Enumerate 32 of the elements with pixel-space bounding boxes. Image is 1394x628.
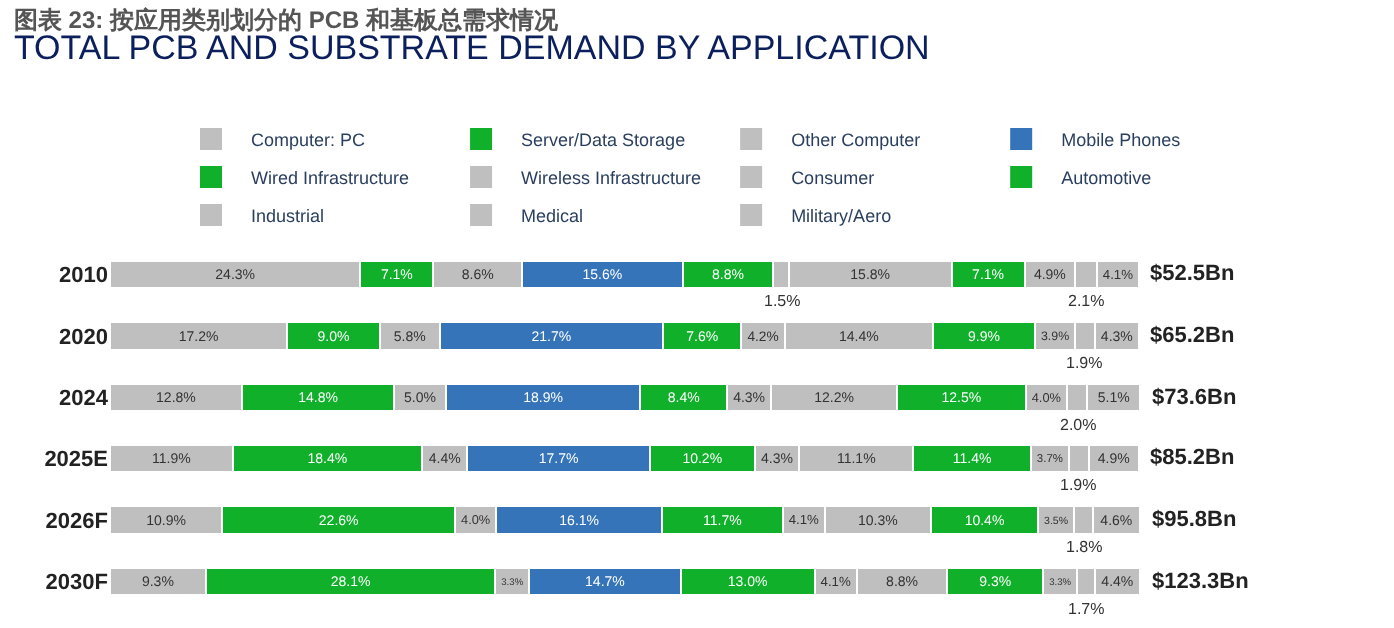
y-tick-label: 2025E [44, 448, 108, 473]
data-label: 1.5% [764, 292, 801, 310]
legend-label: Wired Infrastructure [251, 168, 410, 189]
y-tick-label: 2026F [45, 509, 109, 534]
legend-label: Other Computer [791, 130, 921, 151]
legend-label: Wireless Infrastructure [521, 168, 702, 189]
data-label: 2.0% [1060, 416, 1097, 434]
data-label: 1.8% [1066, 538, 1103, 556]
legend-label: Automotive [1061, 168, 1152, 189]
text: $52.5Bn [1150, 262, 1235, 286]
legend-label: Server/Data Storage [521, 130, 686, 151]
y-tick-label: 2030F [45, 571, 109, 596]
legend-label: Consumer [791, 168, 875, 189]
y-tick-label: 2010 [59, 264, 108, 289]
legend-label: Computer: PC [251, 130, 367, 151]
text: $65.2Bn [1150, 324, 1235, 348]
data-label: 2.1% [1068, 292, 1105, 310]
text: $95.8Bn [1152, 508, 1237, 532]
text: $123.3Bn [1152, 570, 1250, 594]
text: $73.6Bn [1152, 386, 1237, 410]
chart-title: 图表 23: 按应用类别划分的 PCB 和基板总需求情况 [13, 6, 560, 35]
legend-label: Industrial [251, 206, 325, 227]
data-label: 1.9% [1060, 476, 1097, 494]
text: $85.2Bn [1150, 446, 1235, 470]
y-tick-label: 2020 [59, 325, 108, 350]
legend-label: Military/Aero [791, 206, 892, 227]
legend-label: Mobile Phones [1061, 130, 1182, 151]
legend-label: Medical [521, 206, 584, 227]
data-label: 1.7% [1068, 600, 1105, 618]
chart-subtitle: TOTAL PCB AND SUBSTRATE DEMAND BY APPLICATION [13, 29, 930, 68]
data-label: 1.9% [1066, 354, 1103, 372]
y-tick-label: 2024 [59, 387, 110, 412]
